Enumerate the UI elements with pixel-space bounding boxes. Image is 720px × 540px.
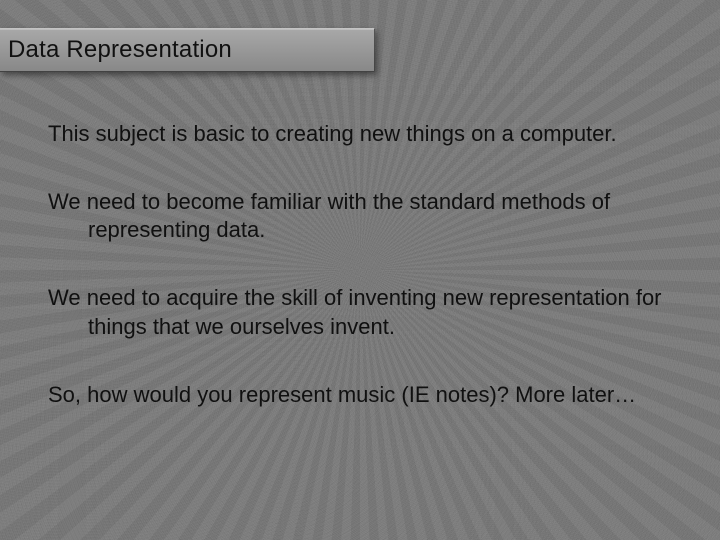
- body-paragraph: So, how would you represent music (IE no…: [48, 381, 680, 409]
- title-bar: Data Representation: [0, 28, 375, 72]
- body-paragraph: We need to acquire the skill of inventin…: [48, 284, 680, 340]
- body-paragraph: We need to become familiar with the stan…: [48, 188, 680, 244]
- slide-title: Data Representation: [8, 36, 232, 64]
- paragraph-text: We need to become familiar with the stan…: [48, 188, 680, 244]
- paragraph-text: We need to acquire the skill of inventin…: [48, 284, 680, 340]
- paragraph-text: So, how would you represent music (IE no…: [48, 381, 680, 409]
- body-paragraph: This subject is basic to creating new th…: [48, 120, 680, 148]
- slide: Data Representation This subject is basi…: [0, 0, 720, 540]
- paragraph-text: This subject is basic to creating new th…: [48, 120, 680, 148]
- slide-body: This subject is basic to creating new th…: [48, 120, 680, 449]
